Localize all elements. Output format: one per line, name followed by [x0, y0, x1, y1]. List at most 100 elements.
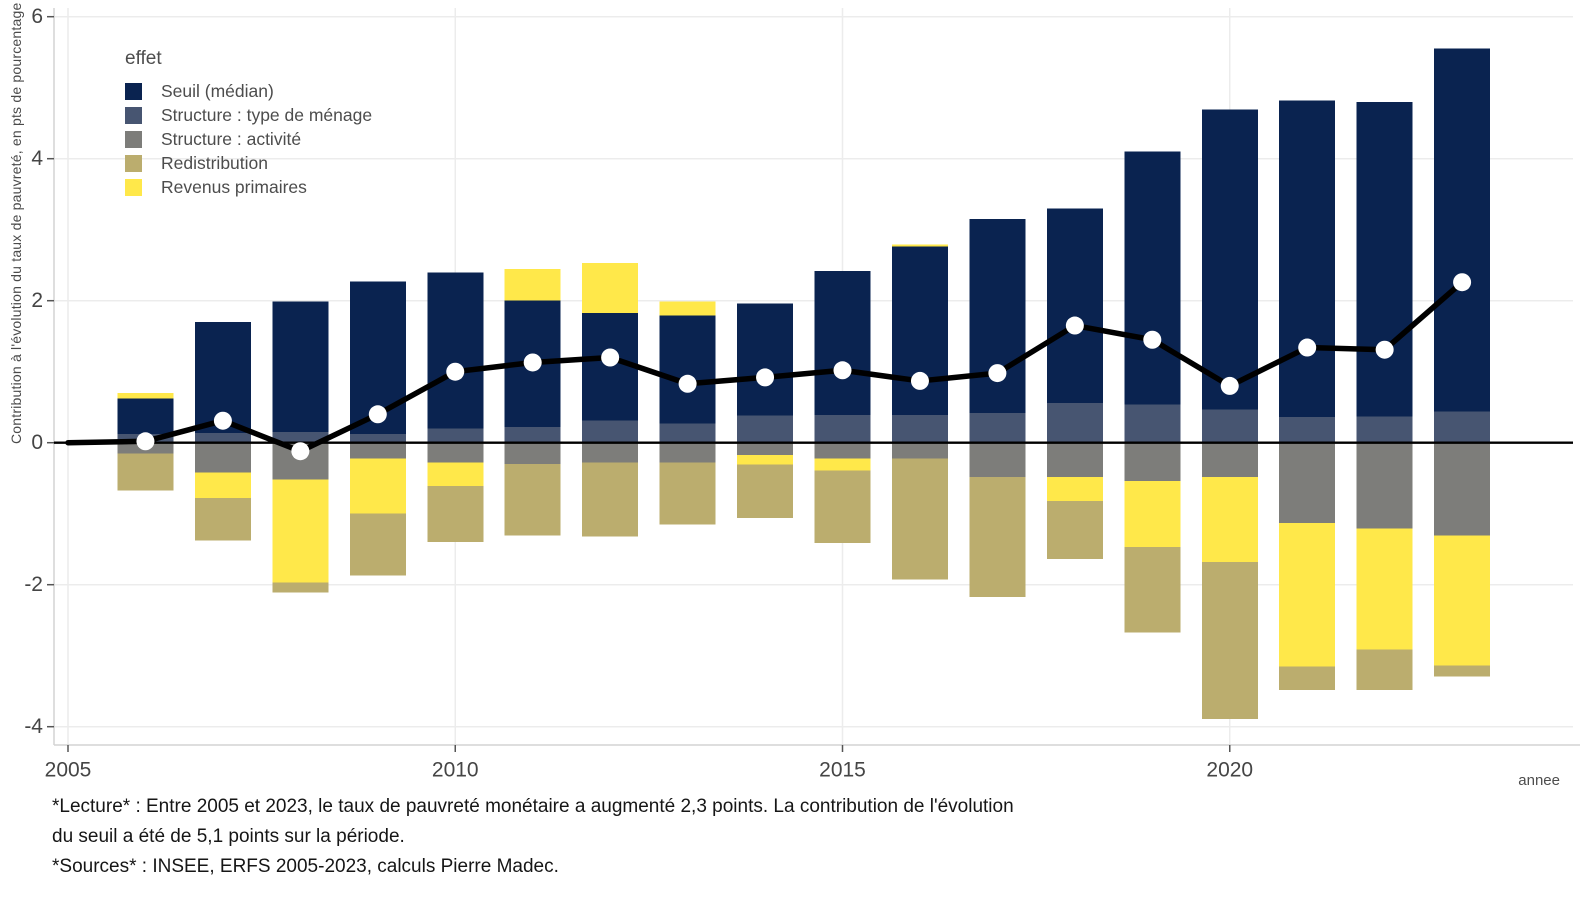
bar-seuil-2006 — [117, 398, 174, 435]
total-line-marker-2020 — [1220, 376, 1239, 395]
footer-sources-line: *Sources* : INSEE, ERFS 2005-2023, calcu… — [52, 856, 559, 877]
bar-seuil-2021 — [1279, 100, 1336, 418]
total-line-marker-2009 — [368, 405, 387, 424]
y-tick-label-2: 2 — [31, 289, 43, 312]
bar-revenus-2014 — [737, 454, 794, 465]
y-axis-title: Contribution à l'évolution du taux de pa… — [8, 2, 24, 444]
legend-title: effet — [125, 48, 162, 69]
total-line-marker-2023 — [1453, 273, 1472, 292]
y-tick-label-0: 0 — [31, 431, 43, 454]
bar-activite-2009 — [349, 442, 406, 459]
bar-redistribution-2009 — [349, 513, 406, 576]
legend-item-label: Structure : type de ménage — [161, 104, 373, 125]
bar-redistribution-2019 — [1124, 547, 1181, 633]
bar-revenus-2006 — [117, 393, 174, 399]
bar-redistribution-2012 — [582, 462, 639, 537]
bar-revenus-2012 — [582, 263, 639, 313]
bar-revenus-2015 — [814, 458, 871, 471]
bar-revenus-2008 — [272, 479, 329, 583]
bar-revenus-2010 — [427, 462, 484, 487]
total-line-marker-2010 — [446, 362, 465, 381]
total-line-marker-2011 — [523, 353, 542, 372]
bar-redistribution-2020 — [1201, 561, 1258, 719]
total-line-marker-2015 — [833, 361, 852, 380]
bar-seuil-2017 — [969, 219, 1026, 413]
bar-activite-2020 — [1201, 442, 1258, 477]
bar-menage-2010 — [427, 428, 484, 443]
footer-lecture-line-1: *Lecture* : Entre 2005 et 2023, le taux … — [52, 796, 1014, 817]
x-axis-title: annee — [1518, 772, 1560, 789]
x-tick-label-2020: 2020 — [1206, 758, 1253, 781]
bar-redistribution-2022 — [1356, 649, 1413, 690]
bar-menage-2015 — [814, 415, 871, 443]
bar-redistribution-2016 — [891, 458, 948, 580]
bar-redistribution-2015 — [814, 470, 871, 543]
bar-seuil-2022 — [1356, 101, 1413, 417]
legend-item-menage: Structure : type de ménage — [125, 103, 372, 127]
bar-revenus-2021 — [1279, 522, 1336, 667]
legend-item-label: Structure : activité — [161, 128, 302, 149]
bar-redistribution-2008 — [272, 582, 329, 593]
legend-swatch-activite — [125, 130, 142, 148]
bar-menage-2012 — [582, 420, 639, 443]
bar-activite-2023 — [1434, 442, 1491, 536]
bar-menage-2020 — [1201, 409, 1258, 443]
total-line-marker-2006 — [136, 432, 155, 451]
y-tick-label--2: -2 — [24, 573, 43, 596]
bar-seuil-2013 — [659, 315, 716, 424]
y-tick-label--4: -4 — [24, 715, 43, 738]
bar-activite-2011 — [504, 442, 561, 464]
total-line-marker-2008 — [291, 442, 310, 461]
bar-revenus-2018 — [1046, 476, 1103, 501]
legend-item-seuil: Seuil (médian) — [125, 79, 372, 103]
bar-menage-2011 — [504, 427, 561, 443]
bar-redistribution-2021 — [1279, 666, 1336, 690]
bar-seuil-2018 — [1046, 208, 1103, 403]
bar-seuil-2023 — [1434, 48, 1491, 412]
bar-revenus-2007 — [194, 472, 251, 499]
x-tick-label-2005: 2005 — [45, 758, 92, 781]
bar-activite-2007 — [194, 442, 251, 473]
bar-revenus-2020 — [1201, 476, 1258, 562]
legend-item-label: Revenus primaires — [161, 176, 307, 197]
total-line-marker-2021 — [1298, 338, 1317, 357]
bar-menage-2014 — [737, 415, 794, 443]
bar-seuil-2010 — [427, 272, 484, 429]
y-tick-label-4: 4 — [31, 147, 43, 170]
bar-activite-2015 — [814, 442, 871, 459]
legend-swatch-redistribution — [125, 154, 142, 172]
legend-item-activite: Structure : activité — [125, 127, 372, 151]
bar-activite-2022 — [1356, 442, 1413, 529]
bar-menage-2018 — [1046, 402, 1103, 443]
bar-redistribution-2006 — [117, 453, 174, 491]
bar-revenus-2016 — [891, 244, 948, 247]
bar-revenus-2023 — [1434, 535, 1491, 666]
bar-revenus-2019 — [1124, 481, 1181, 548]
bar-menage-2019 — [1124, 404, 1181, 443]
bar-activite-2021 — [1279, 442, 1336, 523]
total-line-marker-2018 — [1065, 316, 1084, 335]
bar-revenus-2009 — [349, 458, 406, 514]
bar-activite-2018 — [1046, 442, 1103, 477]
bar-menage-2022 — [1356, 416, 1413, 443]
legend-swatch-seuil — [125, 82, 142, 100]
footer-lecture-line-2: du seuil a été de 5,1 points sur la péri… — [52, 826, 405, 847]
bar-activite-2016 — [891, 442, 948, 459]
x-tick-label-2010: 2010 — [432, 758, 479, 781]
bar-redistribution-2013 — [659, 462, 716, 525]
total-line-marker-2022 — [1375, 340, 1394, 359]
bar-activite-2014 — [737, 442, 794, 455]
bar-menage-2008 — [272, 432, 329, 443]
bar-redistribution-2007 — [194, 498, 251, 541]
bar-menage-2007 — [194, 432, 251, 443]
y-tick-label-6: 6 — [31, 5, 43, 28]
legend: effet Seuil (médian) Structure : type de … — [125, 48, 372, 199]
bar-menage-2021 — [1279, 417, 1336, 443]
bar-seuil-2020 — [1201, 109, 1258, 410]
bar-menage-2023 — [1434, 411, 1491, 443]
bar-menage-2009 — [349, 434, 406, 443]
total-line-marker-2016 — [910, 371, 929, 390]
legend-swatch-menage — [125, 106, 142, 124]
